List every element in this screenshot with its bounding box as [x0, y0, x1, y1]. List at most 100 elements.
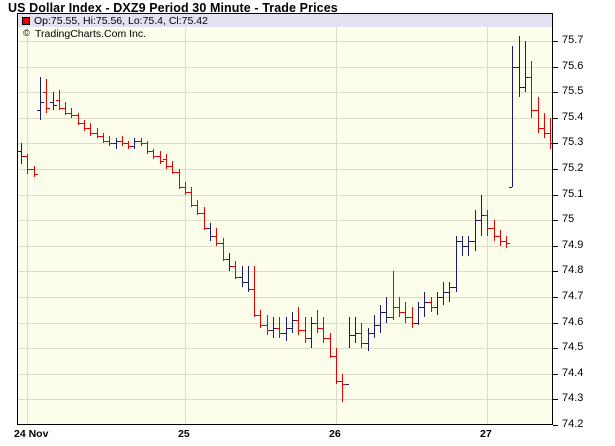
ohlc-bar	[418, 302, 419, 326]
ohlc-close-tick	[117, 141, 120, 142]
ohlc-close-tick	[66, 113, 69, 114]
ohlc-close-tick	[369, 333, 372, 334]
ohlc-open-tick	[270, 330, 273, 331]
ohlc-bar	[361, 322, 362, 349]
ohlc-close-tick	[482, 215, 485, 216]
ohlc-close-tick	[243, 282, 246, 283]
ohlc-close-tick	[507, 243, 510, 244]
ohlc-open-tick	[201, 213, 204, 214]
ohlc-bar	[27, 153, 28, 175]
ohlc-open-tick	[144, 143, 147, 144]
ohlc-open-tick	[346, 384, 349, 385]
y-axis-tick	[553, 246, 558, 247]
ohlc-open-tick	[37, 110, 40, 111]
ohlc-open-tick	[239, 277, 242, 278]
ohlc-close-tick	[318, 328, 321, 329]
ohlc-close-tick	[198, 213, 201, 214]
ohlc-open-tick	[283, 333, 286, 334]
ohlc-open-tick	[459, 241, 462, 242]
ohlc-open-tick	[434, 307, 437, 308]
y-axis-tick	[553, 169, 558, 170]
ohlc-bar	[134, 138, 135, 149]
ohlc-close-tick	[268, 330, 271, 331]
ohlc-open-tick	[509, 187, 512, 188]
ohlc-open-tick	[497, 236, 500, 237]
ohlc-open-tick	[528, 77, 531, 78]
y-axis-label: 74.8	[562, 264, 584, 276]
y-axis-tick	[553, 67, 558, 68]
ohlc-close-tick	[526, 77, 529, 78]
ohlc-bar	[65, 102, 66, 116]
ohlc-close-tick	[350, 335, 353, 336]
ohlc-close-tick	[230, 266, 233, 267]
ohlc-bar	[525, 41, 526, 93]
ohlc-close-tick	[495, 236, 498, 237]
ohlc-bar	[286, 317, 287, 341]
ohlc-close-tick	[545, 133, 548, 134]
ohlc-open-tick	[396, 307, 399, 308]
ohlc-open-tick	[308, 338, 311, 339]
ohlc-close-tick	[306, 338, 309, 339]
ohlc-bar	[298, 307, 299, 336]
ohlc-open-tick	[333, 356, 336, 357]
gridline-horizontal	[18, 67, 552, 68]
ohlc-bar	[487, 209, 488, 236]
ohlc-bar	[248, 266, 249, 292]
ohlc-open-tick	[176, 172, 179, 173]
ohlc-bar	[481, 194, 482, 236]
y-axis-tick	[553, 425, 558, 426]
y-axis-label: 74.2	[562, 418, 584, 430]
ohlc-open-tick	[339, 381, 342, 382]
ohlc-open-tick	[365, 343, 368, 344]
gridline-horizontal	[18, 323, 552, 324]
y-axis-label: 74.9	[562, 239, 584, 251]
gridline-horizontal	[18, 169, 552, 170]
y-axis-tick	[553, 297, 558, 298]
ohlc-open-tick	[264, 325, 267, 326]
ohlc-close-tick	[129, 146, 132, 147]
ohlc-bar	[21, 143, 22, 164]
ohlc-open-tick	[188, 192, 191, 193]
x-axis-label: 25	[178, 428, 190, 440]
ohlc-close-tick	[224, 259, 227, 260]
ohlc-bar	[342, 373, 343, 402]
ohlc-open-tick	[276, 328, 279, 329]
ohlc-open-tick	[68, 113, 71, 114]
ohlc-close-tick	[432, 307, 435, 308]
ohlc-close-tick	[450, 287, 453, 288]
ohlc-open-tick	[535, 110, 538, 111]
ohlc-close-tick	[211, 236, 214, 237]
x-axis-label: 24 Nov	[14, 428, 49, 440]
ohlc-bar	[393, 271, 394, 321]
ohlc-close-tick	[217, 243, 220, 244]
plot-area: Op:75.55, Hi:75.56, Lo:75.4, Cl:75.42 © …	[17, 13, 553, 425]
ohlc-close-tick	[280, 333, 283, 334]
ohlc-bar	[260, 309, 261, 328]
legend-quote-text: Op:75.55, Hi:75.56, Lo:75.4, Cl:75.42	[34, 14, 208, 27]
ohlc-open-tick	[377, 325, 380, 326]
gridline-horizontal	[18, 118, 552, 119]
ohlc-close-tick	[425, 302, 428, 303]
ohlc-close-tick	[274, 328, 277, 329]
ohlc-close-tick	[255, 315, 258, 316]
y-axis-tick	[553, 374, 558, 375]
ohlc-open-tick	[75, 115, 78, 116]
ohlc-close-tick	[180, 187, 183, 188]
gridline-horizontal	[18, 195, 552, 196]
ohlc-open-tick	[18, 151, 21, 152]
ohlc-open-tick	[415, 323, 418, 324]
y-axis-tick	[553, 271, 558, 272]
ohlc-open-tick	[119, 141, 122, 142]
ohlc-close-tick	[142, 143, 145, 144]
ohlc-close-tick	[532, 110, 535, 111]
ohlc-open-tick	[472, 241, 475, 242]
y-axis-label: 74.7	[562, 290, 584, 302]
ohlc-bar	[273, 317, 274, 338]
ohlc-bar	[405, 302, 406, 323]
ohlc-close-tick	[457, 241, 460, 242]
ohlc-open-tick	[43, 92, 46, 93]
ohlc-close-tick	[381, 312, 384, 313]
ohlc-open-tick	[31, 169, 34, 170]
ohlc-close-tick	[343, 384, 346, 385]
ohlc-bar	[34, 166, 35, 177]
